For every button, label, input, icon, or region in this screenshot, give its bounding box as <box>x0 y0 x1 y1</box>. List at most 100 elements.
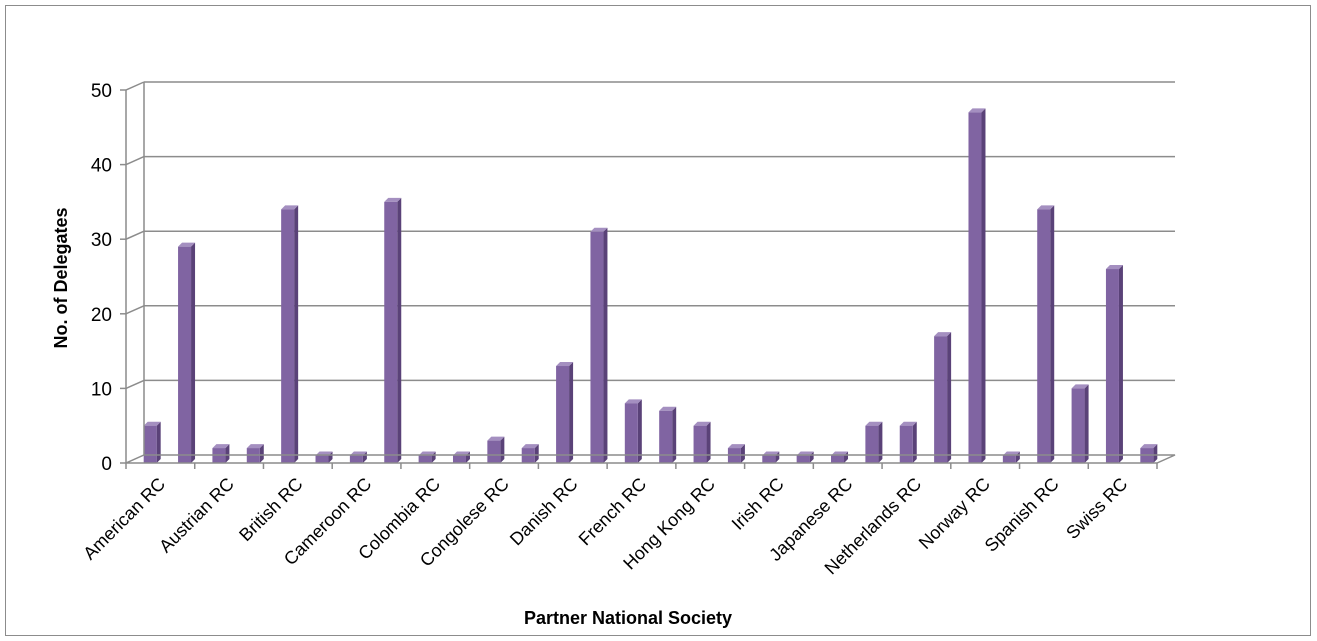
bar <box>246 444 264 463</box>
gridline-connector <box>125 379 145 390</box>
y-axis-title: No. of Delegates <box>51 207 71 348</box>
bar-side <box>191 242 196 463</box>
bar-front <box>281 209 295 463</box>
gridline-connector <box>125 81 145 91</box>
bar <box>1140 444 1158 463</box>
bar-side <box>1118 265 1123 463</box>
y-tick-label: 10 <box>91 379 112 400</box>
bar-front <box>693 425 707 463</box>
bar-top <box>1140 444 1158 449</box>
bar-front <box>487 440 501 463</box>
bar-front <box>1105 269 1119 463</box>
bar-top <box>899 421 917 426</box>
bar <box>281 205 299 464</box>
bar-front <box>1071 388 1085 463</box>
y-tick-label: 30 <box>91 230 112 251</box>
bar-side <box>878 421 883 463</box>
bar <box>1071 384 1089 463</box>
bar-top <box>934 332 952 337</box>
bar <box>693 421 711 463</box>
bar <box>762 451 780 463</box>
bar-side <box>534 444 539 463</box>
bar-side <box>1153 444 1158 463</box>
bar-side <box>1050 205 1055 464</box>
bar-side <box>912 421 917 463</box>
x-tick-label: Danish RC <box>506 474 582 550</box>
bar <box>1002 451 1020 463</box>
bar <box>968 108 986 463</box>
bar-front <box>762 455 776 463</box>
bar-top <box>1105 265 1123 270</box>
bar-front <box>1037 209 1051 463</box>
bar <box>212 444 230 463</box>
bar-front <box>178 246 192 463</box>
bar-top <box>556 362 574 367</box>
bar <box>727 444 745 463</box>
bar-side <box>637 399 642 463</box>
bar-side <box>500 436 505 463</box>
bar-side <box>1084 384 1089 463</box>
bar-top <box>521 444 539 449</box>
x-tick-label: Spanish RC <box>981 474 1063 556</box>
bar-top <box>143 421 161 426</box>
bar-side <box>294 205 299 464</box>
bar-top <box>865 421 883 426</box>
bar-front <box>556 366 570 463</box>
bar-top <box>968 108 986 113</box>
bar <box>178 242 196 463</box>
bar <box>934 332 952 463</box>
y-tick-labels: 0 10 20 30 40 50 <box>91 81 112 475</box>
x-tick-label: British RC <box>235 474 306 545</box>
bars <box>143 108 1158 464</box>
bar-top <box>590 227 608 232</box>
bar-top <box>1071 384 1089 389</box>
bar-top <box>693 421 711 426</box>
bar <box>452 451 470 463</box>
bar-side <box>397 197 402 463</box>
bar-top <box>1037 205 1055 210</box>
bar <box>865 421 883 463</box>
y-tick-label: 20 <box>91 305 112 326</box>
bar-side <box>259 444 264 463</box>
gridline-connector <box>125 230 145 240</box>
x-axis-title: Partner National Society <box>524 608 732 628</box>
bar-side <box>672 406 677 463</box>
bar <box>1037 205 1055 464</box>
y-tick-label: 40 <box>91 156 112 177</box>
bar-side <box>569 362 574 463</box>
bar <box>384 197 402 463</box>
bar-front <box>315 455 329 463</box>
bar-front <box>899 425 913 463</box>
axes <box>120 82 1176 469</box>
bar-side <box>603 227 608 463</box>
bar-front <box>865 425 879 463</box>
bar <box>590 227 608 463</box>
chart-frame <box>5 5 1311 636</box>
bar <box>418 451 436 463</box>
bar-side <box>706 421 711 463</box>
bar-top <box>281 205 299 210</box>
bar <box>521 444 539 463</box>
bar-front <box>934 336 948 463</box>
bar-front <box>349 455 363 463</box>
y-tick-label: 0 <box>101 454 112 475</box>
bar-side <box>156 421 161 463</box>
gridline-connector <box>125 305 145 315</box>
x-tick-label: American RC <box>79 474 169 564</box>
bar-side <box>947 332 952 463</box>
bar <box>556 362 574 463</box>
bar-front <box>590 231 604 463</box>
x-tick-label: French RC <box>575 474 651 550</box>
gridline-connector <box>125 155 145 166</box>
bar-front <box>796 455 810 463</box>
bar <box>899 421 917 463</box>
bar-top <box>659 406 677 411</box>
x-tick-label: Swiss RC <box>1062 474 1131 543</box>
gridlines <box>125 81 1175 390</box>
x-tick-label: Austrian RC <box>155 474 238 557</box>
x-tick-label: Irish RC <box>728 474 788 534</box>
bar <box>831 451 849 463</box>
bar <box>315 451 333 463</box>
